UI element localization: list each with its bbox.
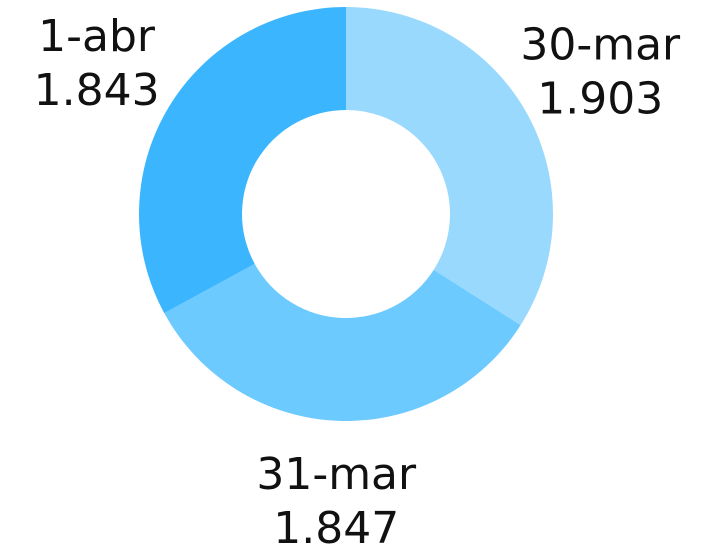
slice-value: 1.847 bbox=[273, 503, 399, 548]
slice-label: 31-mar bbox=[256, 449, 417, 500]
donut-slice bbox=[164, 263, 521, 421]
donut-slice bbox=[138, 7, 346, 314]
slice-label: 1-abr bbox=[38, 11, 156, 62]
slice-value: 1.903 bbox=[537, 73, 663, 124]
donut-slice bbox=[346, 7, 553, 326]
slice-value: 1.843 bbox=[34, 65, 160, 116]
slice-label: 30-mar bbox=[520, 19, 681, 70]
